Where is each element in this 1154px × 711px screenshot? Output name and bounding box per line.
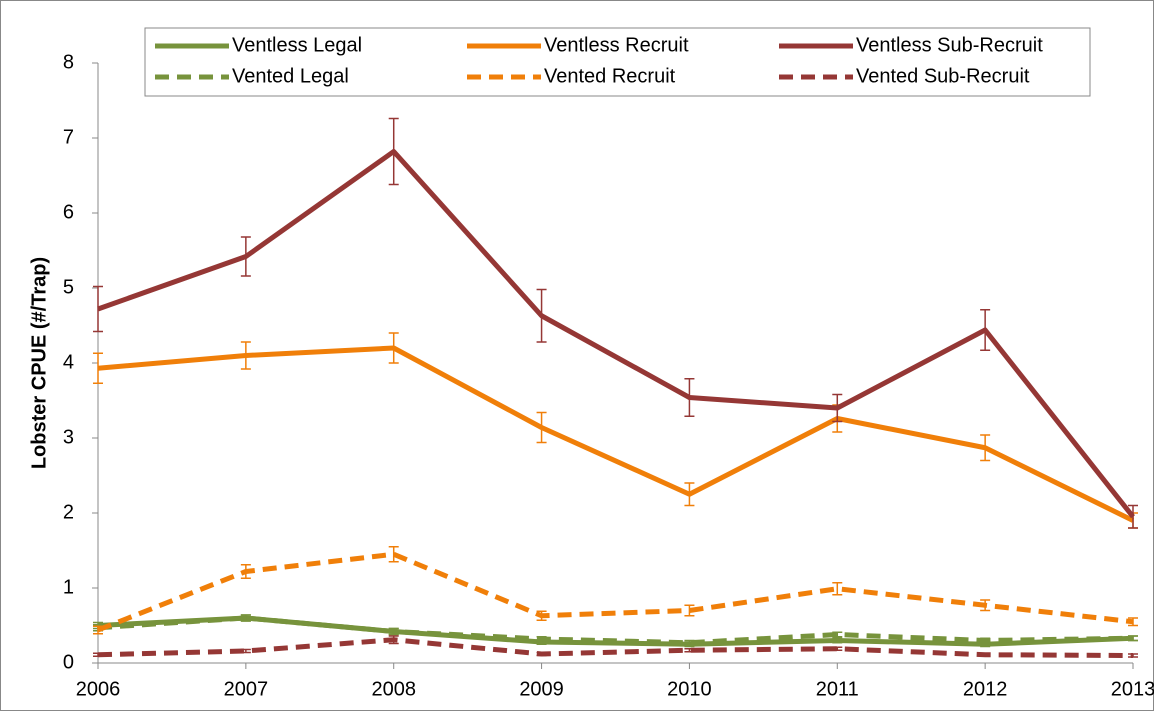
y-tick-label: 3 [63,426,74,448]
y-axis-label: Lobster CPUE (#/Trap) [28,257,50,469]
legend-box [144,27,1091,97]
series-line [97,551,1134,633]
series-line [97,345,1135,523]
x-tick-label: 2008 [371,678,416,700]
x-tick-label: 2009 [519,678,564,700]
y-tick-label: 2 [63,501,74,523]
error-bar [240,614,251,622]
y-tick-label: 4 [63,351,74,373]
series-line [97,637,1134,658]
series-line [97,615,1134,646]
y-tick-label: 6 [63,201,74,223]
x-tick-label: 2011 [816,678,859,700]
x-tick-label: 2013 [1111,678,1154,700]
y-tick-label: 7 [63,126,74,148]
legend-label: Vented Sub-Recruit [856,65,1030,87]
y-tick-label: 5 [63,276,74,298]
legend-label: Ventless Legal [232,34,362,56]
series-line [97,149,1135,519]
error-bar [388,546,399,563]
y-tick-label: 0 [63,651,74,673]
x-tick-label: 2012 [963,678,1008,700]
error-bar [832,582,843,596]
x-tick-label: 2006 [76,678,121,700]
y-tick-label: 8 [63,51,74,73]
legend-label: Ventless Sub-Recruit [856,34,1043,56]
y-tick-label: 1 [63,576,74,598]
legend-label: Vented Recruit [544,65,676,87]
x-tick-label: 2007 [224,678,269,700]
legend-label: Vented Legal [232,65,349,87]
legend-label: Ventless Recruit [544,34,689,56]
error-bar [684,604,695,617]
x-tick-label: 2010 [667,678,712,700]
